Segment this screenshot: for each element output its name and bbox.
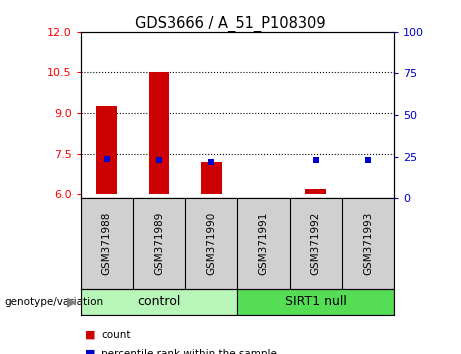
Text: control: control (137, 295, 181, 308)
Bar (305, 189, 326, 194)
Bar (81, 289, 237, 315)
Text: GSM371991: GSM371991 (259, 212, 269, 275)
Text: GSM371989: GSM371989 (154, 212, 164, 275)
Text: GSM371992: GSM371992 (311, 212, 321, 275)
Text: ▶: ▶ (67, 295, 77, 308)
Bar (148, 72, 170, 194)
Bar (96, 106, 117, 194)
Text: GDS3666 / A_51_P108309: GDS3666 / A_51_P108309 (135, 16, 326, 32)
Text: genotype/variation: genotype/variation (5, 297, 104, 307)
Text: GSM371993: GSM371993 (363, 212, 373, 275)
Bar (237, 289, 394, 315)
Text: ■: ■ (85, 330, 96, 339)
Bar (201, 162, 222, 194)
Text: GSM371988: GSM371988 (102, 212, 112, 275)
Text: SIRT1 null: SIRT1 null (285, 295, 347, 308)
Text: ■: ■ (85, 349, 96, 354)
Text: GSM371990: GSM371990 (206, 212, 216, 275)
Text: count: count (101, 330, 131, 339)
Text: percentile rank within the sample: percentile rank within the sample (101, 349, 278, 354)
